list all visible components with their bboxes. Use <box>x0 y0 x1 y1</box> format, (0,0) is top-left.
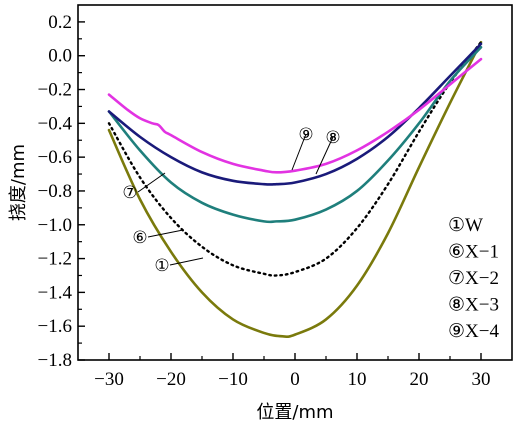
legend-name-1: W <box>465 215 483 236</box>
x-tick-label: 20 <box>410 369 429 390</box>
x-tick-label: 10 <box>348 369 367 390</box>
callout-label-6: ⑥ <box>132 228 147 247</box>
callout-label-7: ⑦ <box>122 183 137 202</box>
y-tick-label: −1.6 <box>38 316 72 337</box>
x-axis-title: 位置/mm <box>256 402 333 423</box>
series-line-6 <box>107 40 483 277</box>
y-axis-title: 挠度/mm <box>8 144 29 221</box>
legend-marker-7: ⑦ <box>448 268 465 289</box>
callout-leader-8 <box>315 136 334 175</box>
legend-marker-6: ⑥ <box>448 242 465 263</box>
y-tick-label: 0.2 <box>48 12 72 33</box>
legend-entry-1: ①W <box>448 215 483 236</box>
legend-entry-9: ⑨X−4 <box>448 321 499 342</box>
series-line-9 <box>107 57 483 174</box>
legend-name-9: X−4 <box>465 321 499 342</box>
callout-leader-6 <box>147 229 184 238</box>
x-tick-label: −20 <box>156 369 186 390</box>
callout-leader-1 <box>169 257 204 266</box>
callout-layer: ①⑥ ⑦ ⑧⑨ <box>122 125 340 275</box>
y-tick-label: −0.6 <box>38 147 72 168</box>
legend-entry-7: ⑦X−2 <box>448 268 499 289</box>
series-layer <box>107 40 483 338</box>
y-tick-label: −0.4 <box>38 113 73 134</box>
legend-name-6: X−1 <box>465 242 499 263</box>
x-tick-label: −10 <box>218 369 248 390</box>
callout-label-1: ① <box>154 256 169 275</box>
legend-entry-6: ⑥X−1 <box>448 242 499 263</box>
x-tick-label: −30 <box>94 369 124 390</box>
callout-leader-9 <box>291 133 307 171</box>
legend-name-8: X−3 <box>465 295 499 316</box>
x-tick-label: 0 <box>290 369 300 390</box>
legend-marker-8: ⑧ <box>448 295 465 316</box>
legend-name-7: X−2 <box>465 268 499 289</box>
tick-layer: −30 −20 −10 0 10 20 30 0.2 0.0 −0.2 −0.4 −0.6 −0.8 −1… <box>38 12 491 390</box>
callout-label-9: ⑨ <box>298 125 313 144</box>
y-tick-label: −0.8 <box>38 181 72 202</box>
y-tick-label: −1.8 <box>38 350 72 371</box>
y-tick-label: −1.4 <box>38 282 73 303</box>
legend-marker-9: ⑨ <box>448 321 465 342</box>
y-tick-label: −1.0 <box>38 215 72 236</box>
callout-label-8: ⑧ <box>325 128 340 147</box>
x-tick-label: 30 <box>472 369 491 390</box>
y-tick-label: −0.2 <box>38 80 72 101</box>
series-line-1 <box>107 40 483 338</box>
series-line-7 <box>107 45 483 224</box>
legend-entry-8: ⑧X−3 <box>448 295 499 316</box>
legend-marker-1: ① <box>448 215 465 236</box>
callout-leader-7 <box>137 172 166 193</box>
y-tick-label: −1.2 <box>38 249 72 270</box>
y-tick-label: 0.0 <box>48 46 72 67</box>
